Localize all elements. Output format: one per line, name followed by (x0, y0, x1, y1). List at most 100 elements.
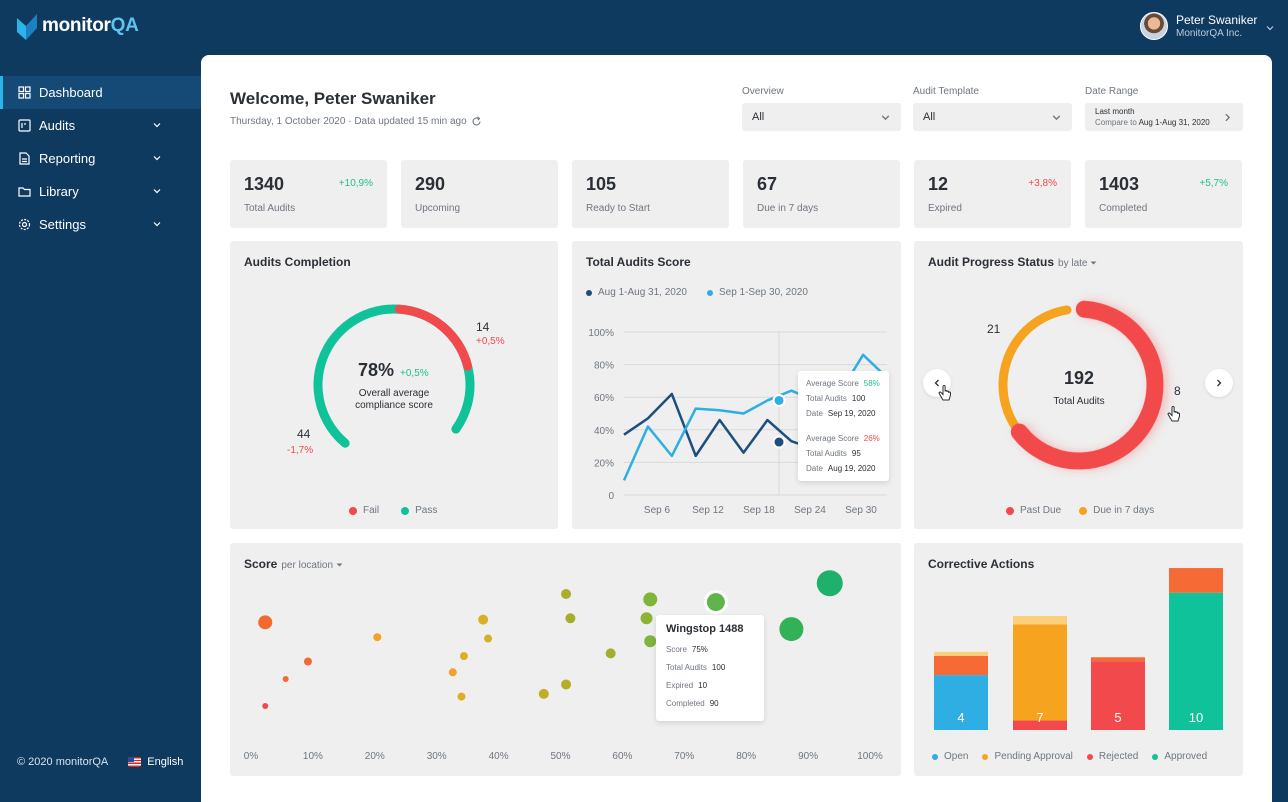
card-title: Total Audits Score (586, 255, 691, 269)
tip-value: 75% (691, 645, 708, 654)
overview-select[interactable]: All (742, 103, 901, 131)
copyright: © 2020 monitorQA (17, 756, 109, 768)
corrective-bar-chart[interactable]: 4 7 5 10 (914, 543, 1243, 776)
stat-total-audits[interactable]: 1340 Total Audits +10,9% (230, 160, 387, 228)
stat-label: Due in 7 days (757, 203, 819, 214)
bar-segment[interactable] (1091, 657, 1145, 662)
center-label: Total Audits (1053, 396, 1105, 407)
score-tooltip-sep: Average Score 58% Total Audits 100 Date Sep… (798, 371, 889, 481)
legend-label: Fail (363, 505, 380, 516)
bar-segment[interactable] (1091, 661, 1145, 730)
center-label: Overall average compliance score (355, 388, 433, 411)
scatter-point[interactable] (706, 593, 725, 612)
bar-value-label: 7 (1036, 710, 1043, 725)
x-tick-label: 50% (550, 751, 570, 762)
stat-value: 1403 (1099, 174, 1140, 194)
page-title: Welcome, Peter Swaniker (230, 89, 436, 108)
scatter-point[interactable] (373, 633, 382, 642)
scatter-point[interactable] (644, 635, 657, 648)
scatter-point[interactable] (640, 612, 653, 625)
scatter-point[interactable] (282, 676, 289, 683)
x-tick-label: 0% (244, 751, 259, 762)
stat-ready-to-start[interactable]: 105 Ready to Start (572, 160, 729, 228)
location-scatter-chart[interactable]: 0% 10% 20% 30% 40% 50% 60% 70% 80% 90% 100% (230, 543, 901, 776)
past-due-arc[interactable] (994, 300, 1164, 470)
x-tick-label: 100% (857, 751, 883, 762)
date-range-select[interactable]: Last month Compare to Aug 1-Aug 31, 2020 (1085, 103, 1243, 131)
filter-label: Date Range (1085, 86, 1139, 97)
card-title: Corrective Actions (928, 557, 1035, 571)
stat-upcoming[interactable]: 290 Upcoming (401, 160, 558, 228)
hover-point[interactable] (772, 393, 786, 407)
chevron-down-icon (1052, 115, 1061, 121)
score-legend: Aug 1-Aug 31, 2020 Sep 1-Sep 30, 2020 (586, 287, 808, 298)
stat-label: Expired (928, 203, 962, 214)
x-tick-label: Sep 12 (692, 505, 724, 516)
scatter-point[interactable] (643, 592, 658, 607)
sidebar-item-library[interactable]: Library (0, 175, 201, 208)
scatter-point[interactable] (538, 688, 549, 699)
pass-arc[interactable] (287, 278, 501, 492)
bar-segment[interactable] (1169, 568, 1223, 593)
scatter-point[interactable] (457, 692, 466, 701)
bar-segment[interactable] (1013, 720, 1067, 730)
bar-segment[interactable] (1169, 592, 1223, 730)
avatar (1140, 12, 1168, 40)
scatter-point[interactable] (262, 703, 269, 710)
bar-segment[interactable] (934, 651, 988, 656)
scatter-point[interactable] (605, 648, 616, 659)
scatter-point[interactable] (459, 652, 468, 661)
location-filter-dropdown[interactable]: per location (281, 560, 343, 571)
sidebar-item-reporting[interactable]: Reporting (0, 142, 201, 175)
tip-label: Expired (666, 681, 694, 690)
legend-label: Pass (415, 505, 438, 516)
sidebar-item-label: Reporting (39, 151, 96, 166)
scatter-point[interactable] (565, 613, 576, 624)
overview-filter: Overview All (742, 86, 901, 131)
legend-label: Approved (1164, 751, 1208, 762)
stat-change: +5,7% (1199, 178, 1228, 189)
legend-dot (1152, 753, 1159, 760)
refresh-icon[interactable] (471, 116, 482, 127)
next-button[interactable] (1205, 369, 1233, 397)
x-tick-label: 10% (303, 751, 323, 762)
stat-completed[interactable]: 1403 Completed +5,7% (1085, 160, 1242, 228)
scatter-point[interactable] (478, 614, 489, 625)
scatter-point[interactable] (779, 617, 804, 642)
location-tooltip: Wingstop 1488 Score 75% Total Audits 100 E… (656, 615, 764, 721)
tip-value: Aug 19, 2020 (827, 464, 876, 473)
scatter-point[interactable] (303, 657, 312, 666)
template-select[interactable]: All (913, 103, 1072, 131)
user-menu[interactable]: Peter Swaniker MonitorQA Inc. (1140, 12, 1274, 40)
logo[interactable]: monitorQA (16, 12, 139, 40)
stat-due-7-days[interactable]: 67 Due in 7 days (743, 160, 900, 228)
y-tick-label: 100% (588, 328, 614, 339)
gear-icon (17, 218, 31, 232)
x-tick-label: Sep 6 (644, 505, 671, 516)
language-selector[interactable]: English (128, 756, 183, 768)
bar-segment[interactable] (1013, 624, 1067, 721)
legend-dot (982, 753, 989, 760)
bar-segment[interactable] (934, 675, 988, 730)
scatter-point[interactable] (561, 589, 572, 599)
progress-filter-dropdown[interactable]: by late (1058, 258, 1097, 269)
sidebar-item-audits[interactable]: Audits (0, 109, 201, 142)
scatter-point[interactable] (484, 634, 493, 643)
scatter-point[interactable] (258, 615, 273, 630)
bar-segment[interactable] (934, 655, 988, 676)
scatter-point[interactable] (561, 679, 572, 690)
bar-segment[interactable] (1013, 616, 1067, 625)
scatter-point[interactable] (816, 570, 843, 597)
legend-dot (1006, 506, 1014, 515)
data-updated-text: Thursday, 1 October 2020 · Data updated … (230, 116, 467, 127)
stat-expired[interactable]: 12 Expired +3,8% (914, 160, 1071, 228)
stat-value: 290 (415, 174, 446, 194)
fail-arc[interactable] (313, 304, 475, 466)
sidebar-item-settings[interactable]: Settings (0, 208, 201, 241)
sidebar-item-dashboard[interactable]: Dashboard (0, 76, 201, 109)
hover-point[interactable] (772, 435, 786, 449)
user-name: Peter Swaniker (1176, 12, 1258, 27)
legend-dot (586, 289, 592, 296)
stat-label: Total Audits (244, 203, 296, 214)
scatter-point[interactable] (448, 668, 457, 677)
